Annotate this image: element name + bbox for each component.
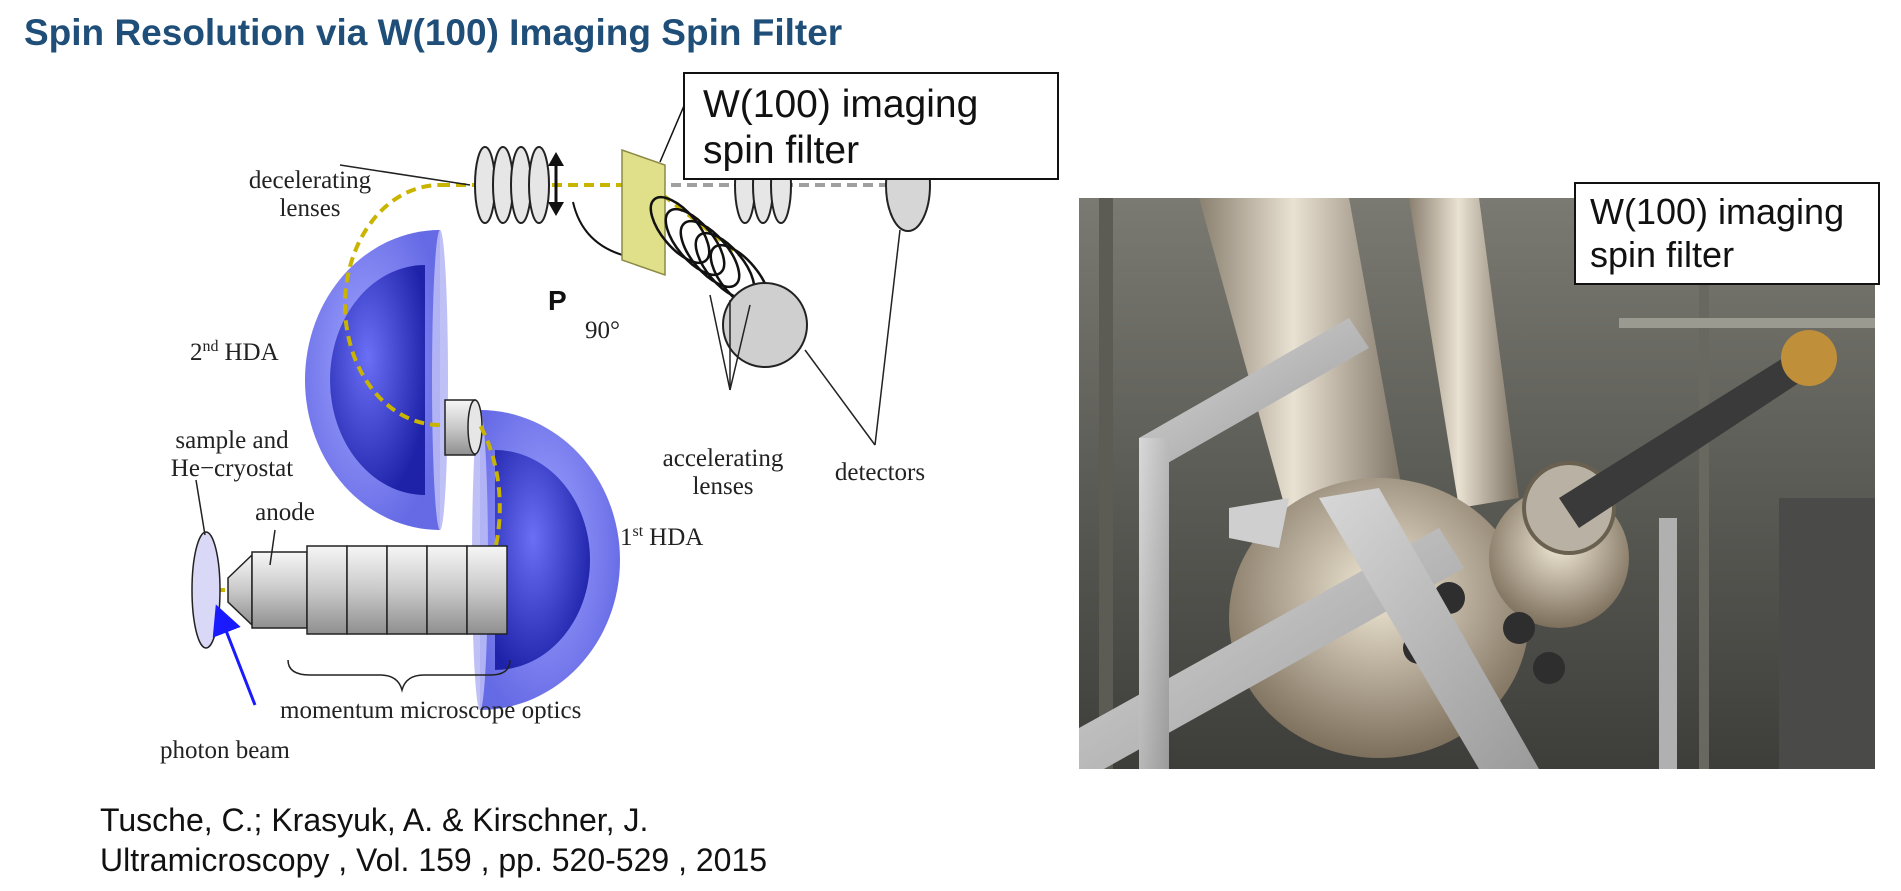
diagram-callout-line1: W(100) imaging [703, 83, 979, 126]
angle-label: 90° [585, 317, 620, 344]
citation-journal: Ultramicroscopy , Vol. 159 , pp. 520-529… [100, 842, 768, 878]
polarization-label: P [548, 285, 567, 316]
anode-label: anode [255, 499, 315, 526]
sample-disk [191, 531, 221, 649]
diagram-callout-line2: spin filter [703, 129, 860, 172]
second-hda-superscript: nd [203, 338, 219, 355]
lab-photo-illustration [1079, 198, 1875, 769]
decelerating-lenses-label-line2: lenses [279, 195, 340, 222]
sample-label-line1: sample and [175, 427, 289, 454]
second-hda-number: 2 [190, 339, 203, 366]
spin-detector [722, 282, 808, 368]
polarization-arrow [548, 152, 564, 216]
second-hda-label: 2nd HDA [190, 338, 279, 366]
leader-lines [195, 164, 901, 566]
decelerating-lenses-label-line1: decelerating [249, 167, 372, 194]
spin-filter-schematic: decelerating lenses 2nd HDA sample and He… [160, 79, 931, 764]
momentum-microscope-optics [251, 545, 508, 635]
photon-beam-label: photon beam [160, 737, 290, 764]
second-hda-hemisphere [305, 230, 448, 530]
first-hda-number: 1 [620, 524, 633, 551]
anode-cone [227, 553, 253, 627]
photo-callout-line2: spin filter [1590, 234, 1735, 275]
first-hda-superscript: st [633, 523, 644, 540]
photon-beam-arrow [212, 604, 257, 706]
first-hda-label: 1st HDA [620, 523, 703, 551]
slide-title: Spin Resolution via W(100) Imaging Spin … [24, 12, 843, 53]
first-hda-text: HDA [649, 524, 703, 551]
decelerating-lenses [474, 146, 550, 224]
accelerating-lenses-label-line2: lenses [692, 473, 753, 500]
accelerating-lenses-label-line1: accelerating [663, 445, 784, 472]
diagram-callout: W(100) imaging spin filter [683, 72, 1059, 180]
spin-filter-crystal [621, 148, 666, 277]
detectors-label: detectors [835, 459, 925, 486]
photo-callout-line1: W(100) imaging [1590, 191, 1845, 232]
optics-brace [287, 659, 511, 693]
citation-authors: Tusche, C.; Krasyuk, A. & Kirschner, J. [100, 802, 649, 838]
sample-label-line2: He−cryostat [171, 455, 293, 482]
lab-photo [1079, 198, 1875, 769]
transfer-lens [444, 399, 483, 456]
momentum-optics-label: momentum microscope optics [280, 697, 581, 724]
second-hda-text: HDA [225, 339, 279, 366]
citation: Tusche, C.; Krasyuk, A. & Kirschner, J. … [100, 800, 767, 880]
photo-callout: W(100) imaging spin filter [1574, 182, 1880, 285]
